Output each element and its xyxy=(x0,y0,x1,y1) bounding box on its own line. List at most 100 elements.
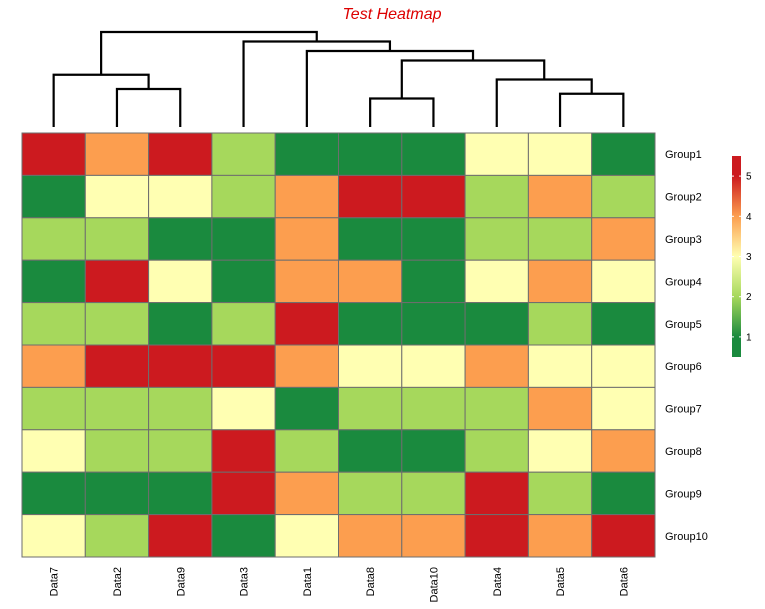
heatmap-cell xyxy=(464,217,529,261)
heatmap-cell xyxy=(148,132,213,176)
heatmap-cell xyxy=(148,429,213,473)
heatmap-cell xyxy=(148,344,213,388)
heatmap-cell xyxy=(148,174,213,219)
column-label: Data7 xyxy=(49,567,61,596)
heatmap-cell xyxy=(211,386,276,431)
heatmap-cell xyxy=(591,174,656,219)
heatmap-cell xyxy=(211,259,276,304)
heatmap-cell xyxy=(464,302,529,346)
heatmap-cell xyxy=(211,429,276,473)
heatmap-cell xyxy=(338,174,403,219)
heatmap-cell xyxy=(338,514,403,558)
heatmap-cell xyxy=(84,471,150,516)
heatmap-cell xyxy=(527,132,593,176)
row-label: Group2 xyxy=(665,192,702,204)
heatmap-cell xyxy=(148,302,213,346)
column-label: Data6 xyxy=(618,567,630,596)
row-label: Group9 xyxy=(665,488,702,500)
dendrogram-branch xyxy=(52,73,150,127)
heatmap-cell xyxy=(591,302,656,346)
heatmap-cell xyxy=(274,471,340,516)
heatmap-cell xyxy=(464,344,529,388)
heatmap-cell xyxy=(84,302,150,346)
heatmap-cell xyxy=(591,429,656,473)
column-label: Data3 xyxy=(239,567,251,596)
dendrogram-branch xyxy=(305,49,475,127)
heatmap-cell xyxy=(464,259,529,304)
column-dendrogram xyxy=(52,30,625,127)
heatmap-cell xyxy=(21,429,86,473)
heatmap-cell xyxy=(338,132,403,176)
heatmap-cell xyxy=(401,259,466,304)
heatmap-cell xyxy=(338,302,403,346)
column-label: Data8 xyxy=(365,567,377,596)
heatmap-cell xyxy=(274,429,340,473)
dendrogram-branch xyxy=(558,92,625,127)
heatmap-cell xyxy=(84,429,150,473)
heatmap-cell xyxy=(274,132,340,176)
heatmap-cell xyxy=(464,429,529,473)
heatmap-cell xyxy=(527,217,593,261)
heatmap-cell xyxy=(274,217,340,261)
heatmap-cell xyxy=(84,514,150,558)
legend-tick-label: 4 xyxy=(746,212,752,223)
heatmap-cells xyxy=(21,132,656,558)
column-label: Data5 xyxy=(555,567,567,596)
heatmap-cell xyxy=(148,386,213,431)
heatmap-cell xyxy=(84,174,150,219)
dendrogram-branch xyxy=(100,30,318,75)
column-label: Data4 xyxy=(492,567,504,596)
heatmap-cell xyxy=(591,259,656,304)
heatmap-cell xyxy=(591,132,656,176)
heatmap-cell xyxy=(21,514,86,558)
heatmap-cell xyxy=(591,514,656,558)
heatmap-cell xyxy=(84,132,150,176)
heatmap-cell xyxy=(527,386,593,431)
heatmap-cell xyxy=(464,471,529,516)
heatmap-cell xyxy=(21,386,86,431)
legend-tick-label: 2 xyxy=(746,292,752,303)
heatmap-cell xyxy=(21,344,86,388)
heatmap-cell xyxy=(274,174,340,219)
heatmap-cell xyxy=(401,429,466,473)
heatmap-cell xyxy=(274,344,340,388)
column-label: Data2 xyxy=(112,567,124,596)
heatmap-cell xyxy=(401,132,466,176)
color-legend: 1 2 3 4 5 xyxy=(732,156,752,357)
column-label: Data10 xyxy=(428,567,440,602)
heatmap-cell xyxy=(21,259,86,304)
row-label: Group7 xyxy=(665,404,702,416)
heatmap-cell xyxy=(338,471,403,516)
heatmap-cell xyxy=(21,174,86,219)
heatmap-cell xyxy=(338,429,403,473)
heatmap-cell xyxy=(211,302,276,346)
row-label: Group6 xyxy=(665,361,702,373)
heatmap-cell xyxy=(274,259,340,304)
heatmap-cell xyxy=(21,217,86,261)
column-label: Data1 xyxy=(302,567,314,596)
heatmap-cell xyxy=(527,259,593,304)
heatmap-cell xyxy=(211,174,276,219)
legend-tick-label: 1 xyxy=(746,332,752,343)
heatmap-cell xyxy=(338,386,403,431)
heatmap-cell xyxy=(591,386,656,431)
heatmap-cell xyxy=(84,386,150,431)
heatmap-cell xyxy=(148,471,213,516)
heatmap-cell xyxy=(338,259,403,304)
heatmap-cell xyxy=(274,302,340,346)
heatmap-cell xyxy=(527,514,593,558)
chart-title: Test Heatmap xyxy=(342,6,441,23)
row-label: Group8 xyxy=(665,446,702,458)
heatmap-cell xyxy=(401,217,466,261)
heatmap-cell xyxy=(148,217,213,261)
heatmap-cell xyxy=(401,174,466,219)
heatmap-cell xyxy=(401,471,466,516)
heatmap-cell xyxy=(21,471,86,516)
row-label: Group1 xyxy=(665,149,702,161)
row-label: Group3 xyxy=(665,234,702,246)
heatmap-cell xyxy=(274,514,340,558)
heatmap-cell xyxy=(84,344,150,388)
heatmap-cell xyxy=(274,386,340,431)
legend-tick-label: 3 xyxy=(746,252,752,263)
